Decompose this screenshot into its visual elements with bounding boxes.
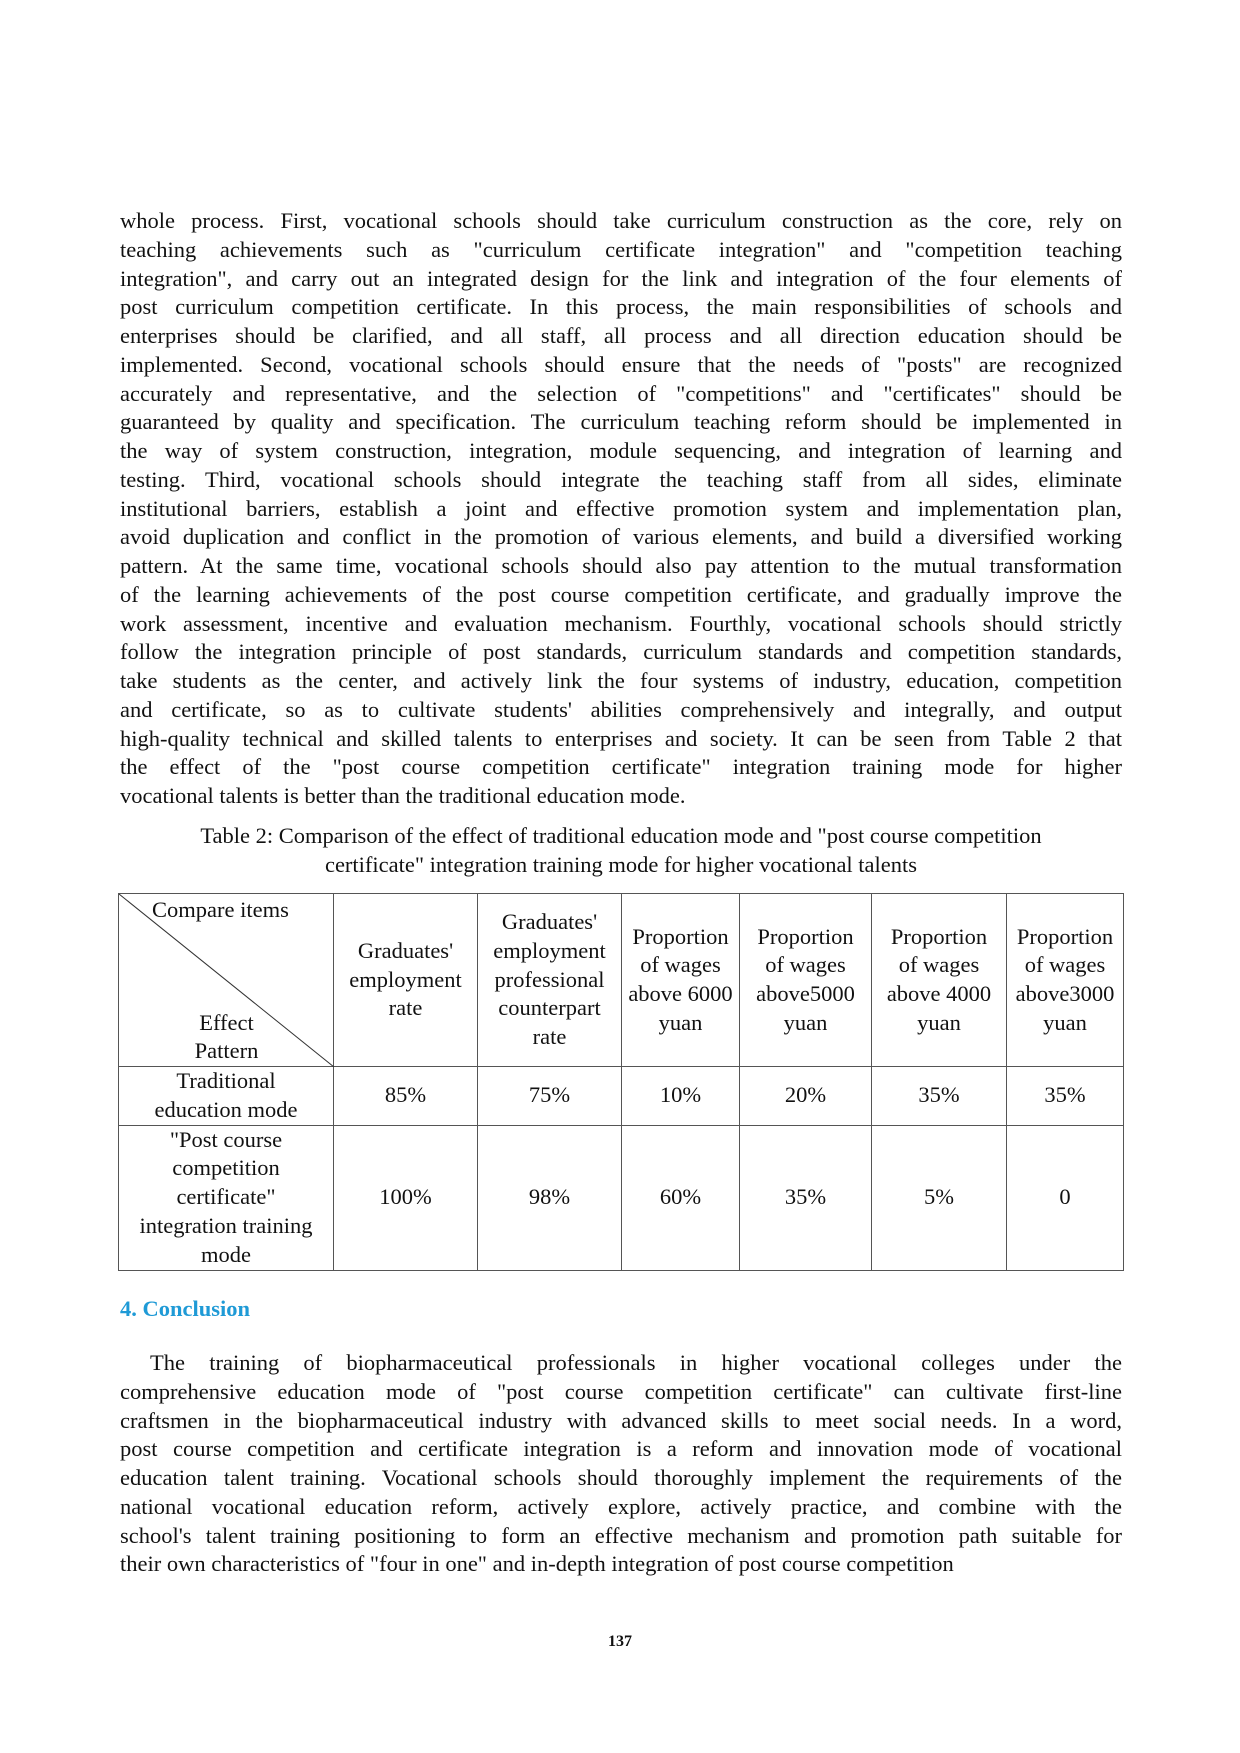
table-cell: 60%: [621, 1124, 740, 1271]
text-line: institutional barriers, establish a join…: [120, 495, 1122, 521]
text-line: implemented. Second, vocational schools …: [120, 351, 1122, 377]
header-line: professional: [494, 966, 605, 992]
column-header: Graduates' employment professional counterp…: [477, 893, 622, 1067]
table-cell: 35%: [1006, 1066, 1124, 1126]
header-line: of wages: [765, 952, 846, 978]
section-heading: 4. Conclusion: [120, 1296, 251, 1321]
text-line: testing. Third, vocational schools shoul…: [120, 466, 1122, 492]
row-label-line: mode: [201, 1241, 251, 1267]
header-line: Graduates': [357, 937, 454, 963]
header-line: above3000: [1015, 981, 1115, 1006]
text-line: the effect of the "post course competiti…: [120, 754, 1122, 780]
text-line: high-quality technical and skilled talen…: [120, 725, 1122, 751]
column-header: Proportion of wages above 6000 yuan: [621, 893, 740, 1067]
corner-bottom-line: Pattern: [194, 1038, 259, 1064]
table-caption: Table 2: Comparison of the effect of tra…: [120, 822, 1122, 880]
text-line: accurately and representative, and the s…: [120, 380, 1122, 406]
page-number: 137: [608, 1633, 632, 1650]
header-line: yuan: [917, 1009, 961, 1035]
row-label-line: education mode: [154, 1096, 298, 1122]
header-line: yuan: [658, 1009, 703, 1035]
text-line: comprehensive education mode of "post co…: [120, 1378, 1122, 1404]
table-cell: 100%: [333, 1124, 478, 1271]
text-line: craftsmen in the biopharmaceutical indus…: [120, 1407, 1122, 1433]
row-label-line: Traditional: [176, 1068, 276, 1093]
header-line: employment: [349, 966, 462, 992]
row-label-line: certificate": [176, 1184, 276, 1210]
text-line: integration", and carry out an integrate…: [120, 265, 1122, 291]
header-line: Proportion: [632, 923, 729, 949]
header-line: Proportion: [1016, 923, 1114, 949]
text-line: whole process. First, vocational schools…: [120, 208, 1122, 233]
table-cell: 75%: [477, 1066, 622, 1126]
header-line: yuan: [783, 1009, 828, 1035]
header-line: rate: [388, 995, 423, 1021]
corner-top-label: Compare items: [152, 897, 289, 922]
column-header: Proportion of wages above3000 yuan: [1006, 893, 1124, 1067]
table-cell: 35%: [871, 1066, 1007, 1126]
table-cell: 35%: [739, 1124, 872, 1271]
table-row: "Post course competition certificate" integ…: [118, 1124, 1124, 1271]
text-line: national vocational education reform, ac…: [120, 1493, 1122, 1519]
table-cell: 85%: [333, 1066, 478, 1126]
header-line: above 6000: [628, 981, 733, 1006]
text-line: and certificate, so as to cultivate stud…: [120, 696, 1122, 722]
corner-bottom-label: Effect Pattern: [119, 1009, 334, 1067]
text-line: their own characteristics of "four in on…: [120, 1551, 954, 1577]
text-line: vocational talents is better than the tr…: [120, 783, 686, 808]
text-line: education talent training. Vocational sc…: [120, 1465, 1122, 1490]
text-line: post curriculum competition certificate.…: [120, 294, 1122, 320]
table-cell: 5%: [871, 1124, 1007, 1271]
header-line: of wages: [1024, 952, 1106, 978]
row-label-line: competition: [172, 1155, 280, 1181]
corner-header-cell: Compare items Effect Pattern: [118, 893, 334, 1067]
table-cell: 10%: [621, 1066, 740, 1126]
table-cell: 0: [1006, 1124, 1124, 1271]
text-line: guaranteed by quality and specification.…: [120, 409, 1122, 435]
text-line: teaching achievements such as "curriculu…: [120, 236, 1122, 262]
text-line: pattern. At the same time, vocational sc…: [120, 553, 1122, 578]
diagonal-line: [119, 894, 334, 1067]
body-paragraph: whole process. First, vocational schools…: [120, 207, 1122, 811]
text-line: of the learning achievements of the post…: [120, 581, 1122, 607]
conclusion-paragraph: The training of biopharmaceutical profes…: [120, 1349, 1122, 1579]
header-line: Graduates': [501, 909, 598, 935]
row-label-line: "Post course: [169, 1126, 283, 1152]
text-line: follow the integration principle of post…: [120, 639, 1122, 665]
header-line: employment: [493, 937, 606, 963]
header-line: of wages: [640, 952, 721, 978]
header-line: yuan: [1043, 1009, 1087, 1035]
text-line: school's talent training positioning to …: [120, 1522, 1122, 1548]
row-label-line: integration training: [139, 1212, 313, 1238]
row-label: "Post course competition certificate" integ…: [118, 1124, 334, 1271]
text-line: avoid duplication and conflict in the pr…: [120, 524, 1122, 550]
text-line: take students as the center, and activel…: [120, 668, 1122, 693]
header-line: above5000: [756, 981, 855, 1006]
text-line: the way of system construction, integrat…: [120, 438, 1122, 463]
corner-bottom-line: Effect: [199, 1009, 254, 1035]
header-line: Proportion: [757, 923, 854, 949]
header-line: of wages: [898, 952, 980, 978]
row-label: Traditional education mode: [118, 1066, 334, 1126]
text-line: enterprises should be clarified, and all…: [120, 323, 1122, 348]
header-line: counterpart: [498, 995, 601, 1021]
table-cell: 20%: [739, 1066, 872, 1126]
header-line: rate: [532, 1024, 567, 1050]
table-cell: 98%: [477, 1124, 622, 1271]
text-line: work assessment, incentive and evaluatio…: [120, 610, 1122, 636]
caption-line: Table 2: Comparison of the effect of tra…: [200, 823, 1042, 848]
text-line: post course competition and certificate …: [120, 1436, 1122, 1462]
comparison-table: Compare items Effect Pattern Graduates' e…: [118, 893, 1124, 1271]
table-row: Traditional education mode 85% 75% 10% 20% 35%…: [118, 1066, 1124, 1126]
text-line: The training of biopharmaceutical profes…: [150, 1350, 1122, 1375]
header-line: above 4000: [886, 981, 992, 1006]
column-header: Graduates' employment rate: [333, 893, 478, 1067]
column-header: Proportion of wages above5000 yuan: [739, 893, 872, 1067]
header-line: Proportion: [890, 923, 988, 949]
caption-line: certificate" integration training mode f…: [324, 851, 918, 877]
column-header: Proportion of wages above 4000 yuan: [871, 893, 1007, 1067]
